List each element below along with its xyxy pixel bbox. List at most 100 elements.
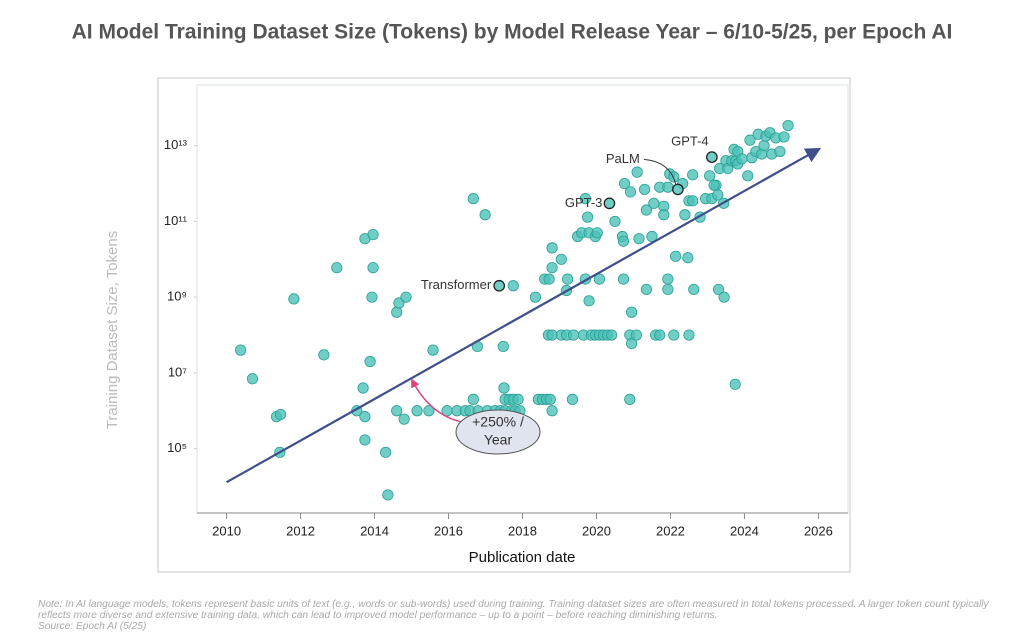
data-point xyxy=(712,283,725,296)
callout-text: Year xyxy=(484,432,513,448)
trend-line xyxy=(226,147,822,484)
labeled-point xyxy=(493,279,506,292)
data-point xyxy=(367,262,379,274)
data-point xyxy=(562,273,574,285)
data-point xyxy=(391,306,403,318)
data-point xyxy=(617,235,630,247)
data-point xyxy=(631,166,643,178)
data-point xyxy=(624,393,636,405)
data-point xyxy=(778,131,790,143)
data-point xyxy=(364,355,376,368)
data-point xyxy=(679,209,691,221)
data-point xyxy=(658,209,670,221)
y-tick-label: 10⁵ xyxy=(167,440,187,455)
data-point xyxy=(507,280,519,292)
y-axis-label: Training Dataset Size, Tokens xyxy=(104,231,121,429)
data-point xyxy=(467,393,479,405)
data-point xyxy=(546,329,558,341)
note: Note: In AI language models, tokens repr… xyxy=(38,599,989,621)
data-point xyxy=(566,393,579,405)
data-point xyxy=(398,413,410,425)
data-point xyxy=(687,195,699,207)
data-point xyxy=(668,329,680,341)
data-point xyxy=(633,233,645,245)
data-point xyxy=(546,405,558,417)
x-tick-label: 2016 xyxy=(434,523,463,538)
chart-frame xyxy=(157,77,851,573)
data-point xyxy=(529,291,542,303)
data-point xyxy=(583,295,595,307)
source: Source: Epoch AI (5/25) xyxy=(38,621,147,632)
data-point xyxy=(654,329,666,341)
data-point xyxy=(687,169,699,181)
data-point xyxy=(512,393,524,405)
point-label: Transformer xyxy=(421,277,492,292)
data-point xyxy=(427,344,439,356)
data-point xyxy=(729,378,741,390)
data-point xyxy=(626,337,638,350)
data-point xyxy=(742,170,754,182)
x-tick-label: 2010 xyxy=(212,523,241,538)
data-point xyxy=(382,489,394,501)
data-point xyxy=(366,291,378,303)
data-point xyxy=(662,181,674,193)
data-point xyxy=(411,405,423,417)
y-tick-label: 10¹³ xyxy=(164,137,188,152)
data-point xyxy=(744,134,756,146)
data-point xyxy=(359,434,371,446)
data-point xyxy=(683,329,695,341)
data-point xyxy=(546,242,558,254)
data-point xyxy=(288,293,300,305)
data-point xyxy=(546,262,558,274)
data-point xyxy=(708,179,720,191)
chart: AI Model Training Dataset Size (Tokens) … xyxy=(72,21,953,573)
data-point xyxy=(606,329,618,341)
label-leader xyxy=(643,158,677,185)
chart-title: AI Model Training Dataset Size (Tokens) … xyxy=(72,21,953,44)
data-point xyxy=(712,189,724,201)
data-point xyxy=(718,291,730,303)
callout-arrow xyxy=(411,378,463,423)
callout-text: +250% / xyxy=(472,414,524,430)
data-point xyxy=(758,140,770,152)
footnote: Note: In AI language models, tokens repr… xyxy=(38,599,1006,632)
data-point xyxy=(593,273,606,285)
data-point xyxy=(579,193,591,205)
y-tick-label: 10⁷ xyxy=(168,364,187,379)
data-point xyxy=(617,273,630,285)
data-point xyxy=(591,227,603,239)
labeled-point xyxy=(672,183,684,196)
data-point xyxy=(380,446,392,458)
data-point xyxy=(662,283,674,296)
data-point xyxy=(640,283,653,296)
data-point xyxy=(648,197,660,209)
data-point xyxy=(359,411,371,423)
data-point xyxy=(391,405,403,417)
data-point xyxy=(688,283,700,296)
data-point xyxy=(626,306,638,318)
data-point xyxy=(638,183,651,196)
data-point xyxy=(774,145,786,158)
data-point xyxy=(581,211,594,223)
data-point xyxy=(235,344,247,356)
data-point xyxy=(400,291,412,303)
data-point xyxy=(624,186,637,198)
data-point xyxy=(357,382,369,394)
callout-bubble xyxy=(455,409,541,455)
x-tick-label: 2024 xyxy=(730,523,759,538)
data-point xyxy=(662,273,674,285)
x-tick-label: 2018 xyxy=(508,523,537,538)
data-point xyxy=(682,252,694,264)
data-point xyxy=(646,230,658,243)
data-point xyxy=(640,204,653,216)
data-point xyxy=(782,119,794,132)
x-tick-label: 2020 xyxy=(582,523,611,538)
data-point xyxy=(544,393,556,405)
x-tick-label: 2014 xyxy=(360,523,389,538)
data-point xyxy=(246,373,259,385)
data-point xyxy=(630,329,643,341)
data-point xyxy=(467,193,479,205)
data-point xyxy=(670,250,682,262)
data-point xyxy=(567,329,580,341)
